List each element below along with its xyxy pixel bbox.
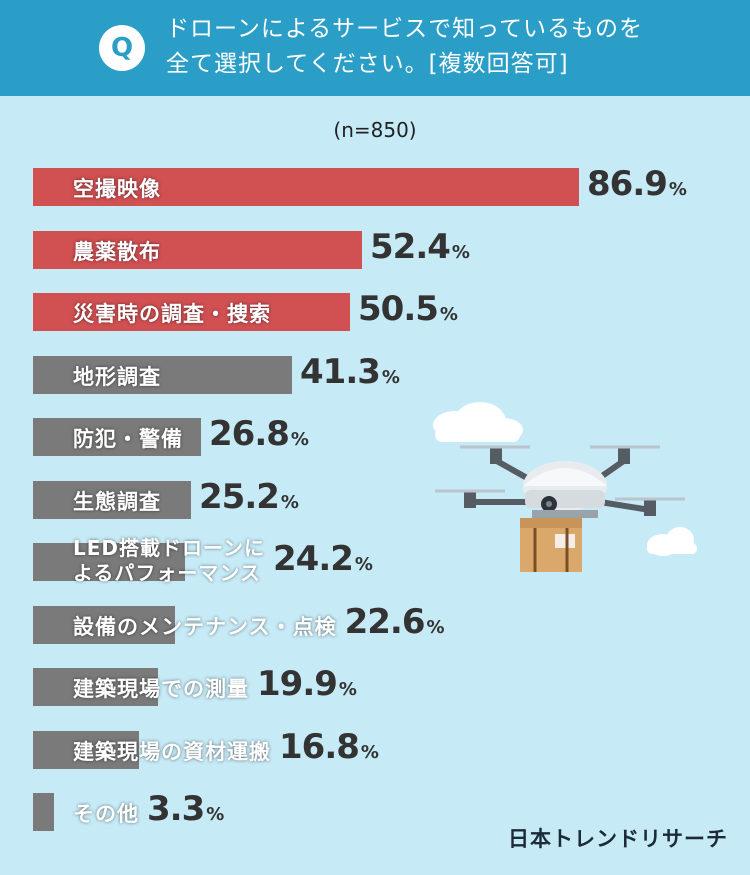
bar (33, 605, 175, 644)
question-line-1: ドローンによるサービスで知っているものを (166, 16, 644, 42)
bar-value-label: 19.9% (257, 664, 357, 704)
bar-value-label: 25.2% (199, 476, 299, 517)
question-header: Q ドローンによるサービスで知っているものを 全て選択してください。[複数回答可… (0, 0, 750, 96)
bar-value-label: 52.4% (370, 226, 470, 267)
bar (33, 730, 139, 769)
bar-label: 建築現場の資材運搬 (73, 739, 271, 764)
question-text: ドローンによるサービスで知っているものを 全て選択してください。[複数回答可] (166, 12, 726, 82)
bar-label: 空撮映像 (73, 177, 161, 201)
bar-label: LED搭載ドローンに よるパフォーマンス (73, 536, 266, 585)
bar-value-label: 50.5% (358, 289, 458, 329)
bar-value-label: 24.2% (273, 539, 373, 579)
bar (33, 293, 350, 331)
bar-label: 農薬散布 (73, 239, 161, 264)
bar (33, 418, 201, 456)
bar (33, 230, 362, 269)
sample-size: (n=850) (333, 118, 417, 142)
bar-label: 建築現場での測量 (73, 677, 249, 701)
bar (33, 793, 54, 831)
bar (33, 355, 292, 394)
bar-value-label: 3.3% (147, 789, 225, 829)
bar-label: 地形調査 (73, 364, 161, 389)
bar-label: その他 (73, 802, 139, 826)
bar-label: 防犯・警備 (73, 427, 183, 451)
bar-value-label: 26.8% (209, 414, 309, 454)
bar-label: 災害時の調査・捜索 (73, 302, 271, 326)
bar (33, 668, 158, 706)
bar-value-label: 16.8% (279, 726, 379, 767)
bar (33, 543, 185, 581)
question-badge: Q (99, 25, 145, 71)
bar-label: 生態調査 (73, 489, 161, 514)
bar-value-label: 41.3% (300, 351, 400, 392)
bar (33, 480, 191, 519)
brand-logo: 日本トレンドリサーチ (508, 827, 728, 851)
bar-label: 設備のメンテナンス・点検 (73, 614, 337, 639)
question-line-2: 全て選択してください。[複数回答可] (166, 51, 569, 77)
bar-value-label: 86.9% (587, 164, 687, 204)
bar (33, 168, 579, 206)
bar-value-label: 22.6% (344, 601, 445, 642)
delivery-drone-icon (433, 402, 697, 572)
